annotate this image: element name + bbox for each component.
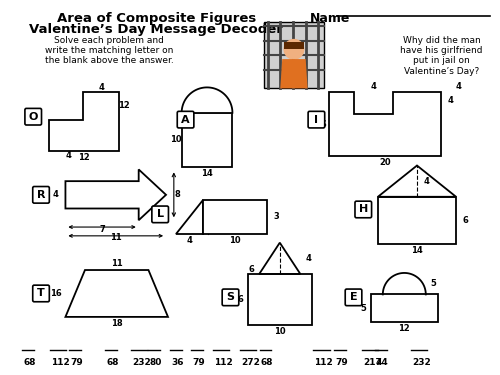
Polygon shape: [378, 197, 456, 244]
Text: 112: 112: [51, 358, 70, 367]
Text: 4: 4: [424, 177, 430, 186]
Text: 10: 10: [274, 327, 285, 336]
Text: 232: 232: [132, 358, 150, 367]
Text: 14: 14: [201, 169, 213, 178]
FancyBboxPatch shape: [222, 289, 239, 306]
Text: 4: 4: [448, 96, 453, 105]
Text: 18: 18: [111, 319, 122, 328]
Text: 3: 3: [274, 212, 279, 221]
Polygon shape: [176, 200, 203, 234]
Text: 11: 11: [110, 233, 122, 242]
Polygon shape: [378, 165, 456, 197]
Polygon shape: [284, 42, 304, 50]
Text: 4: 4: [52, 190, 59, 200]
Text: 44: 44: [376, 358, 388, 367]
Text: 217: 217: [364, 358, 382, 367]
Text: 79: 79: [70, 358, 83, 367]
Text: 12: 12: [118, 102, 130, 111]
FancyBboxPatch shape: [25, 108, 42, 125]
Text: 14: 14: [411, 246, 423, 255]
Text: Name: Name: [310, 12, 350, 25]
FancyBboxPatch shape: [355, 201, 372, 218]
FancyBboxPatch shape: [152, 206, 168, 223]
Polygon shape: [182, 113, 232, 166]
Text: S: S: [226, 292, 234, 302]
Text: 80: 80: [150, 358, 162, 367]
FancyBboxPatch shape: [32, 186, 50, 203]
Polygon shape: [260, 243, 300, 274]
Text: 20: 20: [380, 158, 391, 167]
Text: 4: 4: [370, 82, 376, 91]
Polygon shape: [248, 274, 312, 325]
Text: 4: 4: [98, 83, 104, 92]
Text: 7: 7: [99, 225, 105, 234]
Text: Area of Composite Figures: Area of Composite Figures: [56, 12, 256, 25]
Text: 79: 79: [192, 358, 205, 367]
Polygon shape: [280, 59, 307, 88]
FancyBboxPatch shape: [308, 111, 324, 128]
Text: 6: 6: [463, 216, 469, 225]
Circle shape: [284, 39, 304, 59]
Text: T: T: [37, 288, 45, 298]
Text: I: I: [314, 115, 318, 125]
Text: 4: 4: [305, 254, 311, 263]
Polygon shape: [383, 273, 426, 294]
Text: 11: 11: [111, 259, 122, 268]
Text: 272: 272: [241, 358, 260, 367]
Text: 112: 112: [214, 358, 233, 367]
Text: 112: 112: [314, 358, 333, 367]
Polygon shape: [329, 92, 442, 156]
Text: 5: 5: [360, 304, 366, 313]
Polygon shape: [66, 270, 168, 317]
Polygon shape: [371, 294, 438, 322]
Text: 6: 6: [238, 295, 243, 304]
Text: 12: 12: [78, 153, 90, 162]
Text: Solve each problem and
write the matching letter on
the blank above the answer.: Solve each problem and write the matchin…: [45, 36, 174, 66]
Text: H: H: [358, 204, 368, 214]
Text: 4: 4: [186, 236, 192, 245]
Text: E: E: [350, 292, 358, 302]
Text: L: L: [156, 209, 164, 219]
Text: 10: 10: [170, 135, 181, 144]
Text: 6: 6: [248, 264, 254, 273]
Text: 16: 16: [50, 289, 62, 298]
Polygon shape: [203, 200, 266, 234]
Text: 232: 232: [412, 358, 431, 367]
Text: 4: 4: [456, 82, 462, 91]
Text: 12: 12: [398, 324, 410, 333]
Text: A: A: [181, 115, 190, 125]
Text: O: O: [28, 112, 38, 122]
Text: 36: 36: [171, 358, 183, 367]
Text: 68: 68: [106, 358, 119, 367]
FancyBboxPatch shape: [178, 111, 194, 128]
Text: 4: 4: [66, 151, 71, 160]
FancyBboxPatch shape: [345, 289, 362, 306]
Text: Valentine’s Day Message Decoder: Valentine’s Day Message Decoder: [30, 23, 283, 36]
Text: 16: 16: [316, 120, 327, 129]
Polygon shape: [182, 87, 232, 113]
Text: 79: 79: [335, 358, 347, 367]
Text: Why did the man
have his girlfriend
put in jail on
Valentine’s Day?: Why did the man have his girlfriend put …: [400, 36, 482, 76]
Polygon shape: [49, 92, 119, 151]
Polygon shape: [264, 22, 324, 88]
Text: 5: 5: [430, 279, 436, 288]
Text: 68: 68: [260, 358, 273, 367]
Text: 8: 8: [175, 190, 180, 200]
Text: 10: 10: [229, 236, 240, 245]
Text: R: R: [37, 190, 46, 200]
Polygon shape: [66, 170, 166, 220]
FancyBboxPatch shape: [32, 285, 50, 302]
Text: 68: 68: [24, 358, 36, 367]
